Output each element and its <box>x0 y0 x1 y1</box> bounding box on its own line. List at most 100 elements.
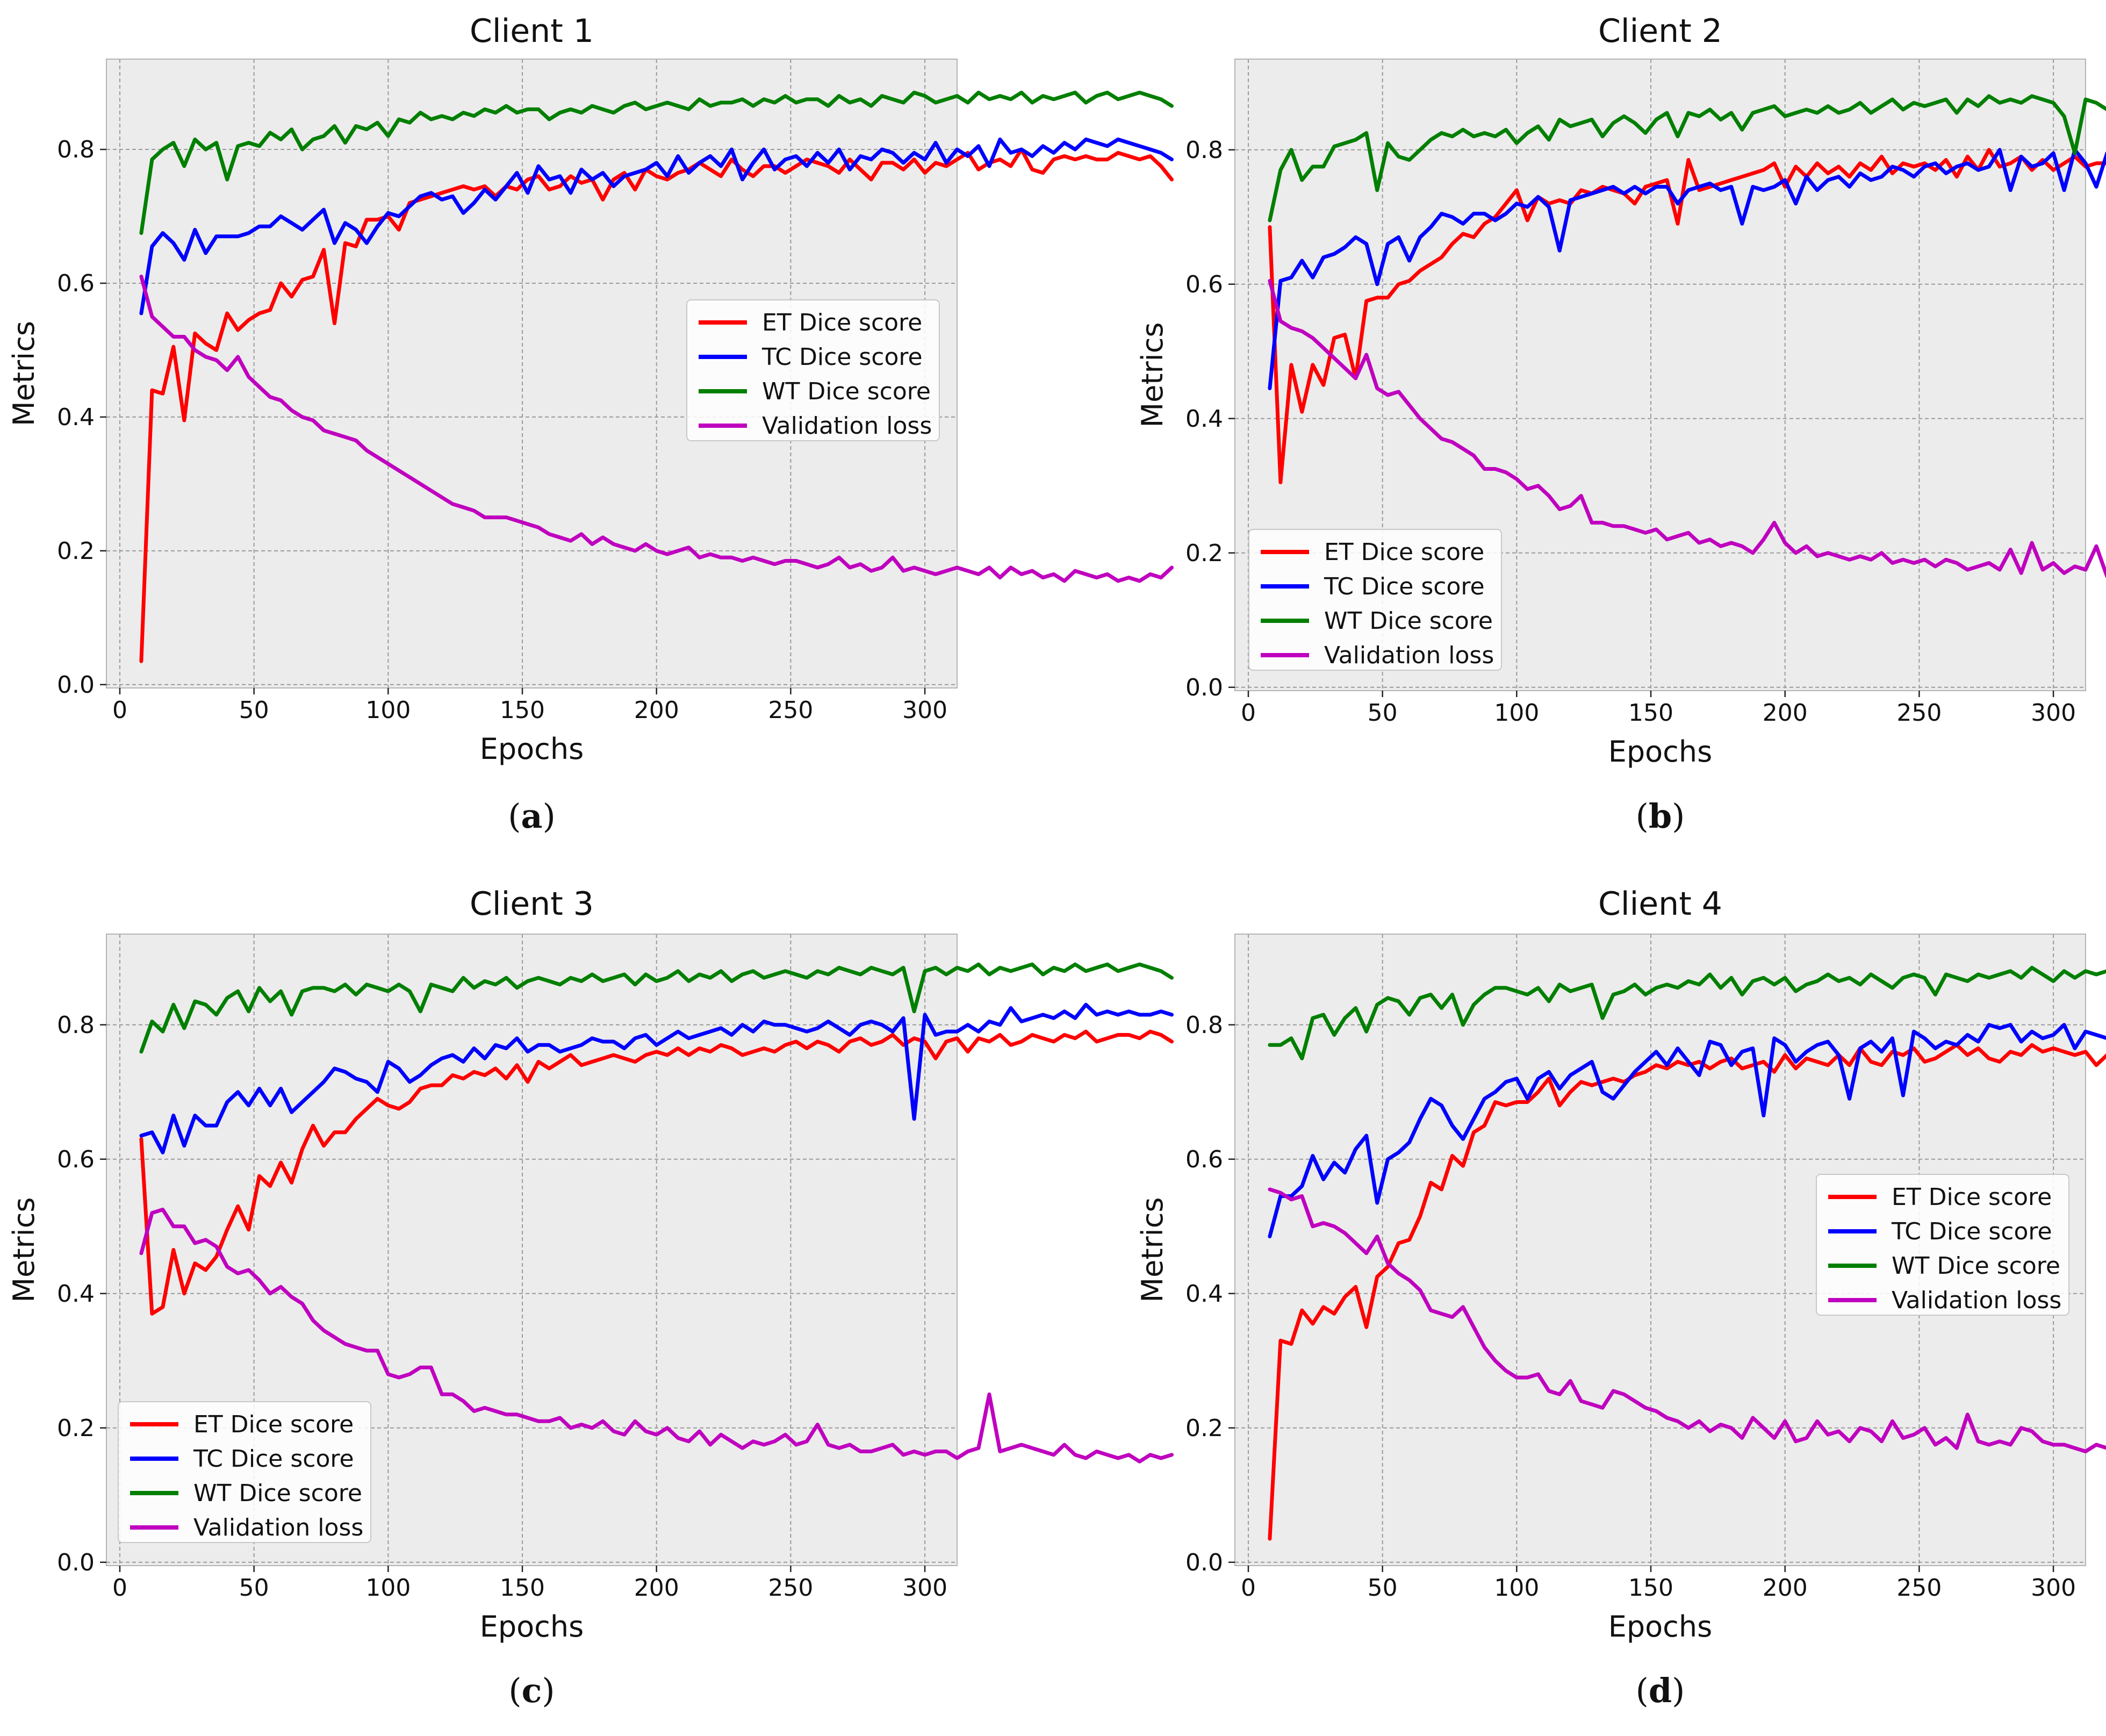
legend-label: ET Dice score <box>193 1411 354 1438</box>
x-tick-label: 50 <box>1368 699 1398 727</box>
legend-label: ET Dice score <box>1324 539 1484 566</box>
y-tick-label: 0.0 <box>57 671 95 699</box>
series-line-et <box>1268 1043 2106 1541</box>
y-tick-label: 0.4 <box>1185 405 1223 433</box>
x-tick-label: 150 <box>500 697 545 724</box>
chart-title: Client 4 <box>1598 885 1722 923</box>
y-axis-label: Metrics <box>1135 322 1169 427</box>
x-axis-label: Epochs <box>1608 1610 1712 1644</box>
series-line-wt <box>1268 94 2106 223</box>
x-tick-label: 150 <box>1628 1574 1673 1602</box>
legend-label: Validation loss <box>1892 1287 2061 1314</box>
legend-label: ET Dice score <box>1892 1183 2052 1211</box>
x-tick-label: 50 <box>239 697 269 724</box>
chart-panel-2: 0 50 100 150 200 250 300 0.0 0.2 0.4 0.6 0.8 Client … <box>1135 12 2106 836</box>
chart-panel-1: 0 50 100 150 200 250 300 0.0 0.2 0.4 0.6 0.8 Client … <box>7 12 1174 836</box>
x-tick-label: 300 <box>2031 1574 2076 1602</box>
x-tick-label: 250 <box>768 1574 813 1602</box>
legend-label: TC Dice score <box>761 343 923 371</box>
legend: ET Dice score TC Dice score WT Dice score V… <box>686 299 940 441</box>
x-tick-label: 100 <box>1494 699 1539 727</box>
legend-label: WT Dice score <box>1324 607 1493 635</box>
y-tick-label: 0.6 <box>1185 1146 1223 1173</box>
legend-label: Validation loss <box>193 1514 363 1541</box>
x-tick-label: 200 <box>1763 1574 1808 1602</box>
x-tick-label: 150 <box>1628 699 1673 727</box>
caption-letter: a <box>521 797 542 836</box>
caption-close-paren: ) <box>1672 797 1685 836</box>
caption-letter: d <box>1649 1671 1672 1710</box>
chart-panel-3: 0 50 100 150 200 250 300 0.0 0.2 0.4 0.6 0.8 Client … <box>7 885 1174 1710</box>
series-line-tc <box>139 1002 1174 1154</box>
series-line-et <box>139 147 1174 663</box>
legend-box <box>1816 1174 2069 1316</box>
series-line-et <box>139 1029 1174 1316</box>
legend-label: WT Dice score <box>193 1480 362 1507</box>
x-tick-label: 100 <box>365 697 411 724</box>
x-tick-label: 100 <box>1494 1574 1539 1602</box>
x-tick-label: 300 <box>2031 699 2076 727</box>
plot-frame <box>1234 934 2086 1566</box>
y-tick-label: 0.8 <box>57 1012 95 1039</box>
x-tick-label: 300 <box>902 1574 947 1602</box>
series-line-loss <box>1268 1187 2106 1453</box>
legend-box <box>1248 529 1502 671</box>
x-tick-label: 0 <box>1241 699 1256 727</box>
y-tick-label: 0.6 <box>1185 271 1223 298</box>
caption-close-paren: ) <box>542 1671 555 1710</box>
chart-panel-4: 0 50 100 150 200 250 300 0.0 0.2 0.4 0.6 0.8 Client … <box>1135 885 2106 1710</box>
y-tick-label: 0.0 <box>57 1549 95 1576</box>
caption-letter: b <box>1649 797 1672 836</box>
series-line-loss <box>1268 279 2106 578</box>
panel-caption: (d) <box>1636 1671 1685 1710</box>
caption-letter: c <box>522 1671 542 1710</box>
x-tick-label: 50 <box>239 1574 269 1602</box>
legend-box <box>686 299 940 441</box>
y-tick-label: 0.2 <box>57 1415 95 1442</box>
x-tick-label: 150 <box>500 1574 545 1602</box>
y-tick-label: 0.6 <box>57 270 95 297</box>
x-tick-label: 0 <box>112 697 127 724</box>
y-tick-label: 0.0 <box>1185 1549 1223 1576</box>
chart-title: Client 2 <box>1598 12 1722 50</box>
panel-caption: (a) <box>508 797 556 836</box>
legend: ET Dice score TC Dice score WT Dice score V… <box>118 1401 371 1543</box>
caption-close-paren: ) <box>1672 1671 1685 1710</box>
y-tick-label: 0.4 <box>1185 1280 1223 1308</box>
series-line-tc <box>1268 1023 2106 1238</box>
caption-close-paren: ) <box>543 797 556 836</box>
y-tick-label: 0.8 <box>1185 1012 1223 1039</box>
caption-open-paren: ( <box>508 1671 521 1710</box>
caption-open-paren: ( <box>1636 1671 1649 1710</box>
y-tick-label: 0.6 <box>57 1146 95 1173</box>
caption-open-paren: ( <box>1636 797 1649 836</box>
panel-caption: (b) <box>1636 797 1685 836</box>
series-line-wt <box>139 962 1174 1054</box>
legend-label: TC Dice score <box>1324 573 1485 600</box>
series-line-wt <box>1268 966 2106 1060</box>
y-tick-label: 0.0 <box>1185 674 1223 701</box>
legend-label: TC Dice score <box>1891 1218 2052 1245</box>
y-tick-label: 0.2 <box>1185 1415 1223 1442</box>
series-line-loss <box>139 1208 1174 1464</box>
y-tick-label: 0.4 <box>57 1280 95 1308</box>
legend: ET Dice score TC Dice score WT Dice score V… <box>1248 529 1502 671</box>
x-tick-label: 0 <box>112 1574 127 1602</box>
y-tick-label: 0.4 <box>57 404 95 431</box>
y-tick-label: 0.8 <box>1185 137 1223 164</box>
x-axis-label: Epochs <box>480 1610 584 1644</box>
chart-title: Client 3 <box>470 885 594 923</box>
x-tick-label: 250 <box>768 697 813 724</box>
x-tick-label: 200 <box>634 697 679 724</box>
x-tick-label: 0 <box>1241 1574 1256 1602</box>
plot-frame <box>106 59 958 688</box>
series-line-wt <box>139 90 1174 235</box>
panel-caption: (c) <box>508 1671 555 1710</box>
x-axis-label: Epochs <box>480 732 584 766</box>
caption-open-paren: ( <box>508 797 521 836</box>
x-tick-label: 300 <box>902 697 947 724</box>
series-line-tc <box>139 137 1174 315</box>
series-line-tc <box>1268 148 2106 390</box>
legend-label: WT Dice score <box>1892 1252 2060 1280</box>
